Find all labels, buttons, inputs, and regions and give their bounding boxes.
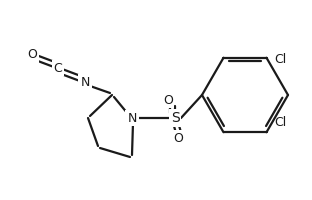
Text: C: C — [54, 62, 62, 74]
Text: O: O — [27, 48, 37, 62]
Text: S: S — [171, 111, 179, 125]
Text: N: N — [80, 75, 90, 88]
Text: N: N — [127, 112, 137, 124]
Text: O: O — [163, 94, 173, 106]
Text: O: O — [173, 132, 183, 144]
Text: Cl: Cl — [275, 116, 287, 129]
Text: Cl: Cl — [275, 53, 287, 66]
